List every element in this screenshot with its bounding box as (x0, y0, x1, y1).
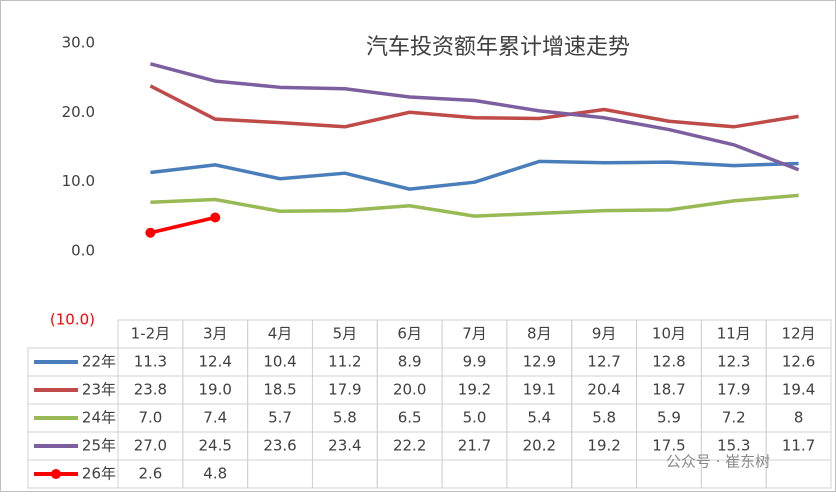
series-line (150, 159, 799, 191)
table-value: 5.7 (268, 409, 292, 427)
table-value: 12.8 (652, 353, 685, 371)
table-value: 23.4 (328, 437, 361, 455)
series-marker (145, 227, 156, 238)
y-tick-label: (10.0) (50, 311, 95, 329)
table-value: 19.4 (782, 381, 815, 399)
series-marker (210, 212, 221, 223)
series-line (149, 62, 800, 172)
table-value: 18.5 (263, 381, 296, 399)
x-tick-label: 11月 (717, 325, 751, 343)
x-tick-label: 7月 (462, 325, 487, 343)
series-line (150, 215, 216, 235)
table-value: 10.4 (263, 353, 296, 371)
table-value: 7.0 (138, 409, 162, 427)
x-tick-label: 9月 (592, 325, 617, 343)
legend-label: 26年 (82, 465, 116, 483)
table-value: 20.0 (393, 381, 426, 399)
table-value: 11.2 (328, 353, 361, 371)
table-value: 21.7 (458, 437, 491, 455)
table-value: 20.4 (587, 381, 620, 399)
x-tick-label: 6月 (397, 325, 422, 343)
table-value: 7.4 (203, 409, 227, 427)
table-value: 8 (794, 409, 804, 427)
table-value: 17.5 (652, 437, 685, 455)
table-value: 27.0 (134, 437, 167, 455)
table-value: 12.4 (199, 353, 232, 371)
table-value: 19.0 (199, 381, 232, 399)
y-tick-label: 20.0 (62, 103, 95, 121)
table-value: 5.0 (463, 409, 487, 427)
x-tick-label: 10月 (652, 325, 686, 343)
y-tick-label: 0.0 (71, 241, 95, 259)
series-line (150, 193, 799, 218)
table-value: 12.6 (782, 353, 815, 371)
table-value: 19.2 (458, 381, 491, 399)
table-value: 8.9 (398, 353, 422, 371)
table-value: 7.2 (722, 409, 746, 427)
legend-marker (51, 469, 61, 479)
legend-label: 25年 (82, 437, 116, 455)
table-value: 19.1 (523, 381, 556, 399)
table-value: 19.2 (587, 437, 620, 455)
watermark: 公众号 · 崔东树 (666, 453, 770, 471)
legend-label: 22年 (82, 353, 116, 371)
table-value: 6.5 (398, 409, 422, 427)
y-tick-label: 30.0 (62, 34, 95, 52)
table-value: 4.8 (203, 465, 227, 483)
x-tick-label: 3月 (203, 325, 228, 343)
x-tick-label: 12月 (782, 325, 816, 343)
table-value: 20.2 (523, 437, 556, 455)
table-value: 15.3 (717, 437, 750, 455)
y-tick-label: 10.0 (62, 172, 95, 190)
table-value: 24.5 (199, 437, 232, 455)
table-value: 23.6 (263, 437, 296, 455)
x-tick-label: 4月 (268, 325, 293, 343)
table-value: 5.8 (333, 409, 357, 427)
table-value: 9.9 (463, 353, 487, 371)
table-value: 11.7 (782, 437, 815, 455)
x-tick-label: 1-2月 (131, 325, 171, 343)
table-value: 22.2 (393, 437, 426, 455)
x-tick-label: 5月 (333, 325, 358, 343)
table-cell (27, 459, 832, 489)
table-value: 17.9 (717, 381, 750, 399)
table-value: 5.9 (657, 409, 681, 427)
table-value: 2.6 (138, 465, 162, 483)
table-value: 18.7 (652, 381, 685, 399)
table-value: 23.8 (134, 381, 167, 399)
x-tick-label: 8月 (527, 325, 552, 343)
table-value: 12.3 (717, 353, 750, 371)
table-value: 12.7 (587, 353, 620, 371)
series-line (149, 84, 799, 129)
table-value: 5.8 (592, 409, 616, 427)
table-value: 11.3 (134, 353, 167, 371)
legend-label: 23年 (82, 381, 116, 399)
table-value: 12.9 (523, 353, 556, 371)
table-value: 17.9 (328, 381, 361, 399)
table-value: 5.4 (527, 409, 551, 427)
legend-label: 24年 (82, 409, 116, 427)
chart-title: 汽车投资额年累计增速走势 (366, 35, 630, 60)
